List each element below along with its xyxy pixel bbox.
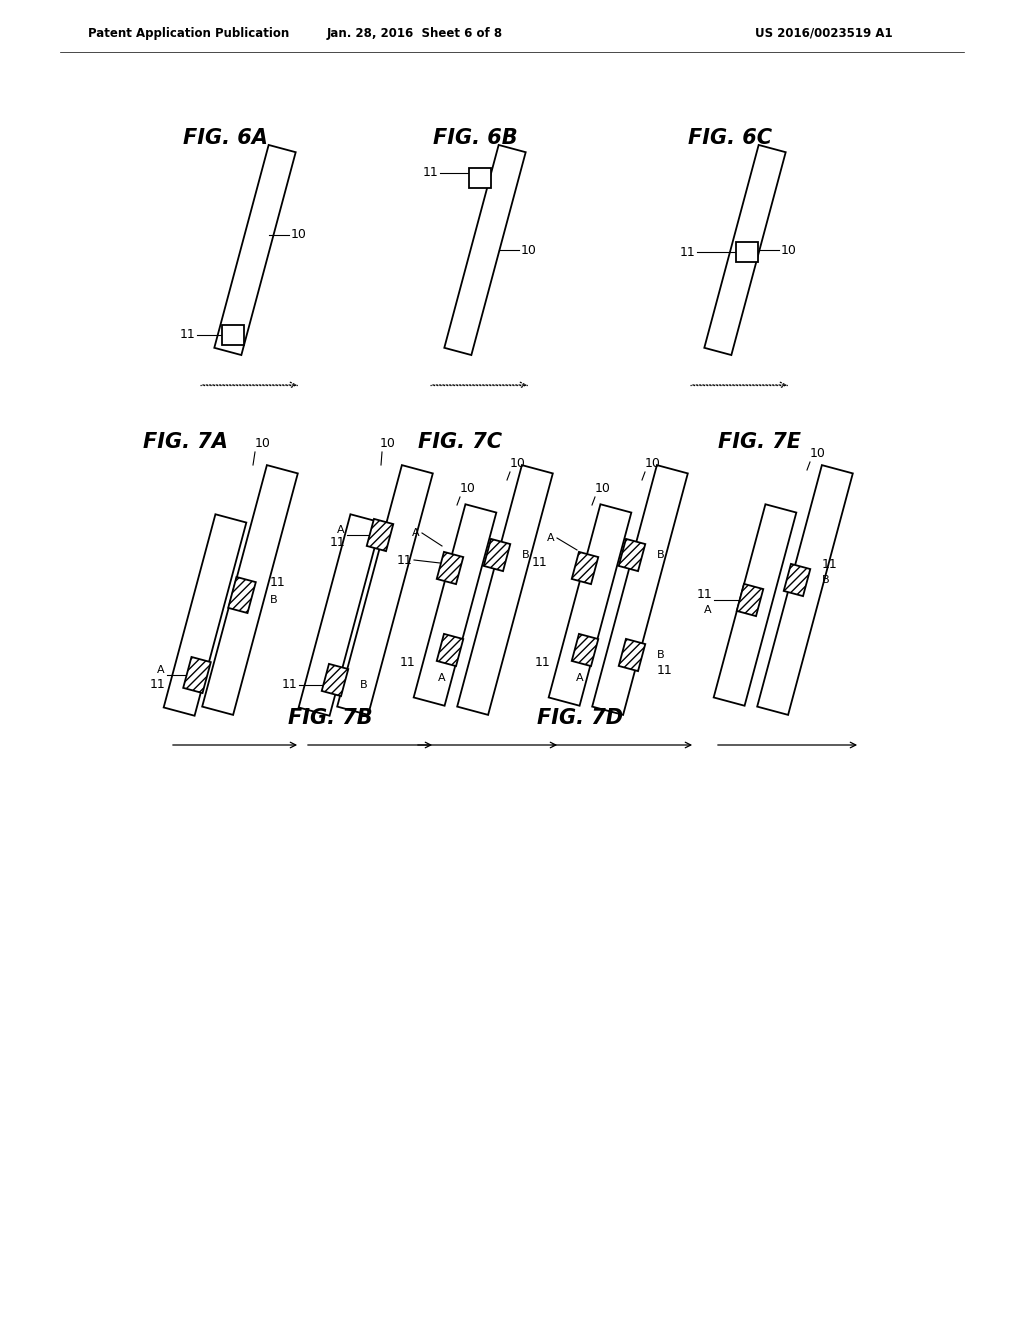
- Polygon shape: [783, 564, 810, 597]
- Text: 10: 10: [380, 437, 396, 450]
- Polygon shape: [183, 657, 211, 693]
- Text: 11: 11: [150, 678, 165, 692]
- Text: FIG. 7D: FIG. 7D: [537, 708, 623, 729]
- Text: A: A: [438, 673, 445, 682]
- Polygon shape: [618, 639, 645, 671]
- Text: A: A: [577, 673, 584, 682]
- Polygon shape: [444, 145, 525, 355]
- Bar: [222, 325, 244, 345]
- Text: A: A: [705, 605, 712, 615]
- Text: B: B: [270, 595, 278, 605]
- Polygon shape: [299, 515, 381, 715]
- Text: A: A: [158, 665, 165, 675]
- Text: 10: 10: [781, 243, 797, 256]
- Text: B: B: [522, 550, 529, 560]
- Polygon shape: [337, 465, 433, 715]
- Polygon shape: [736, 583, 763, 616]
- Text: 11: 11: [282, 678, 297, 692]
- Text: 10: 10: [255, 437, 271, 450]
- Text: 10: 10: [521, 243, 537, 256]
- Text: FIG. 6C: FIG. 6C: [688, 128, 772, 148]
- Text: 10: 10: [645, 457, 660, 470]
- Text: 11: 11: [535, 656, 550, 668]
- Polygon shape: [705, 145, 785, 355]
- Bar: [736, 242, 758, 261]
- Text: 11: 11: [679, 246, 695, 259]
- Text: B: B: [822, 576, 829, 585]
- Polygon shape: [714, 504, 797, 706]
- Text: 10: 10: [595, 482, 611, 495]
- Text: 11: 11: [399, 656, 415, 668]
- Text: US 2016/0023519 A1: US 2016/0023519 A1: [755, 26, 893, 40]
- Text: 11: 11: [270, 577, 286, 590]
- Text: 11: 11: [422, 166, 438, 180]
- Polygon shape: [483, 539, 510, 572]
- Polygon shape: [414, 504, 497, 706]
- Polygon shape: [457, 465, 553, 715]
- Text: 10: 10: [460, 482, 476, 495]
- Text: FIG. 7C: FIG. 7C: [418, 432, 502, 451]
- Polygon shape: [164, 515, 247, 715]
- Text: B: B: [657, 550, 665, 560]
- Polygon shape: [592, 465, 688, 715]
- Text: 10: 10: [810, 447, 826, 459]
- Text: A: A: [413, 528, 420, 539]
- Text: FIG. 6A: FIG. 6A: [182, 128, 267, 148]
- Polygon shape: [436, 552, 463, 585]
- Polygon shape: [618, 539, 645, 572]
- Text: FIG. 6B: FIG. 6B: [433, 128, 517, 148]
- Text: 11: 11: [657, 664, 673, 676]
- Text: FIG. 7E: FIG. 7E: [719, 432, 802, 451]
- Text: 11: 11: [531, 557, 547, 569]
- Polygon shape: [202, 465, 298, 715]
- Text: A: A: [337, 525, 345, 535]
- Polygon shape: [436, 634, 463, 667]
- Text: Jan. 28, 2016  Sheet 6 of 8: Jan. 28, 2016 Sheet 6 of 8: [327, 26, 503, 40]
- Text: Patent Application Publication: Patent Application Publication: [88, 26, 289, 40]
- Polygon shape: [214, 145, 296, 355]
- Polygon shape: [757, 465, 853, 715]
- Polygon shape: [571, 552, 598, 585]
- Text: B: B: [360, 680, 368, 690]
- Text: 11: 11: [696, 589, 712, 602]
- Text: FIG. 7A: FIG. 7A: [142, 432, 227, 451]
- Text: FIG. 7B: FIG. 7B: [288, 708, 373, 729]
- Polygon shape: [367, 519, 393, 552]
- Polygon shape: [571, 634, 598, 667]
- Polygon shape: [228, 577, 256, 612]
- Polygon shape: [322, 664, 348, 696]
- Text: 10: 10: [291, 228, 307, 242]
- Text: 10: 10: [510, 457, 526, 470]
- Text: B: B: [657, 649, 665, 660]
- Text: A: A: [548, 533, 555, 543]
- Text: 11: 11: [330, 536, 345, 549]
- Text: 11: 11: [179, 329, 195, 342]
- Bar: [469, 168, 490, 187]
- Text: 11: 11: [822, 558, 838, 572]
- Polygon shape: [549, 504, 632, 706]
- Text: 11: 11: [396, 553, 412, 566]
